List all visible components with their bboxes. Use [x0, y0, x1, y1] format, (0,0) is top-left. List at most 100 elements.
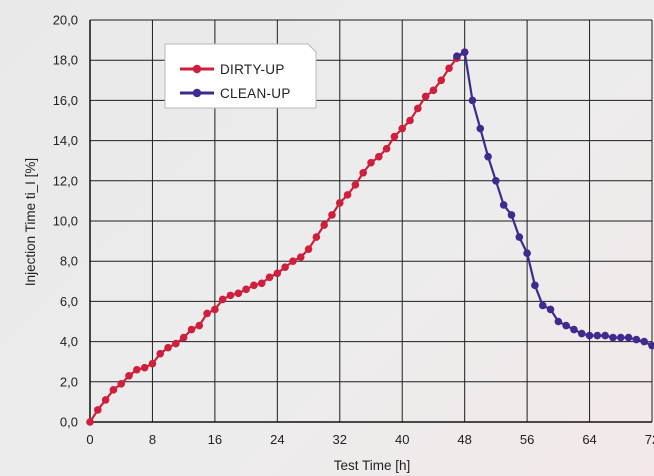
data-point-clean-up	[531, 281, 539, 290]
data-point-dirty-up	[406, 116, 414, 125]
data-point-clean-up	[523, 249, 531, 257]
data-point-dirty-up	[382, 144, 391, 153]
data-point-dirty-up	[242, 285, 250, 294]
data-point-clean-up	[640, 337, 648, 346]
y-axis-title: Injection Time ti_I [%]	[23, 158, 38, 286]
data-point-clean-up	[492, 177, 500, 185]
data-point-dirty-up	[351, 181, 360, 189]
axes	[89, 20, 652, 423]
data-point-dirty-up	[94, 406, 102, 414]
y-tick-label: 10,0	[53, 214, 78, 229]
data-point-clean-up	[632, 335, 641, 344]
data-point-dirty-up	[437, 76, 446, 85]
x-tick-label: 32	[333, 432, 347, 447]
data-point-dirty-up	[359, 168, 367, 177]
data-point-dirty-up	[328, 211, 336, 219]
legend: DIRTY-UP CLEAN-UP	[164, 43, 317, 109]
data-point-clean-up	[562, 321, 570, 330]
data-point-dirty-up	[179, 333, 188, 342]
data-point-dirty-up	[367, 158, 375, 167]
data-point-dirty-up	[156, 349, 165, 358]
series-layer	[86, 48, 654, 426]
data-point-clean-up	[624, 333, 633, 342]
y-tick-label: 2,0	[60, 374, 78, 389]
data-point-dirty-up	[101, 396, 110, 404]
data-point-clean-up	[585, 331, 594, 340]
data-point-dirty-up	[187, 325, 196, 334]
x-tick-label: 64	[582, 432, 596, 447]
data-point-dirty-up	[86, 418, 94, 426]
data-point-dirty-up	[445, 64, 453, 73]
legend-label-clean-up: CLEAN-UP	[220, 86, 291, 101]
x-tick-label: 48	[457, 432, 471, 447]
data-point-dirty-up	[234, 289, 243, 298]
data-point-clean-up	[453, 52, 461, 60]
legend-marker-clean-up	[192, 88, 202, 98]
data-point-dirty-up	[421, 92, 430, 101]
data-point-clean-up	[484, 152, 492, 161]
y-tick-label: 12,0	[53, 173, 78, 188]
data-point-dirty-up	[312, 233, 321, 241]
data-point-dirty-up	[273, 269, 282, 278]
x-tick-label: 72	[645, 432, 654, 447]
data-point-dirty-up	[265, 273, 274, 282]
data-point-dirty-up	[390, 132, 399, 141]
y-tick-label: 6,0	[60, 294, 78, 309]
data-point-clean-up	[515, 233, 524, 241]
data-point-clean-up	[554, 317, 563, 326]
x-tick-labels: 0 8 16 24 32 40 48 56 64 72	[86, 432, 654, 447]
y-tick-label: 18,0	[53, 53, 78, 68]
x-tick-label: 40	[395, 432, 409, 447]
data-point-dirty-up	[320, 221, 328, 229]
data-point-dirty-up	[164, 343, 172, 352]
data-point-clean-up	[570, 325, 578, 334]
data-point-dirty-up	[375, 152, 383, 161]
data-point-dirty-up	[281, 263, 289, 272]
x-tick-label: 16	[208, 432, 222, 447]
data-point-dirty-up	[117, 380, 126, 388]
data-point-clean-up	[538, 301, 547, 310]
data-point-dirty-up	[304, 245, 313, 253]
data-point-clean-up	[499, 201, 508, 209]
data-point-clean-up	[468, 96, 477, 105]
data-point-dirty-up	[203, 309, 211, 318]
data-point-clean-up	[460, 48, 469, 56]
data-point-dirty-up	[398, 124, 407, 133]
data-point-dirty-up	[335, 199, 344, 207]
data-point-dirty-up	[257, 279, 266, 288]
data-point-dirty-up	[148, 359, 157, 368]
data-point-clean-up	[601, 331, 609, 340]
data-point-dirty-up	[218, 295, 227, 304]
data-point-clean-up	[609, 333, 617, 342]
y-tick-label: 20,0	[53, 13, 78, 28]
data-point-dirty-up	[140, 363, 149, 372]
data-point-dirty-up	[429, 86, 438, 95]
data-point-dirty-up	[289, 257, 297, 266]
data-point-dirty-up	[125, 371, 133, 380]
y-tick-label: 16,0	[53, 93, 78, 108]
data-point-clean-up	[593, 331, 602, 340]
data-point-dirty-up	[343, 191, 352, 199]
x-axis-title: Test Time [h]	[334, 458, 411, 473]
data-point-dirty-up	[226, 291, 235, 300]
y-tick-label: 0,0	[60, 415, 78, 430]
data-point-clean-up	[476, 124, 485, 133]
data-point-dirty-up	[109, 386, 118, 394]
data-point-dirty-up	[211, 305, 219, 314]
data-point-dirty-up	[133, 365, 141, 374]
data-point-clean-up	[507, 211, 516, 219]
data-point-dirty-up	[195, 321, 204, 330]
data-point-clean-up	[546, 305, 555, 314]
data-point-dirty-up	[414, 104, 422, 113]
data-point-clean-up	[648, 341, 654, 350]
y-tick-label: 4,0	[60, 334, 78, 349]
legend-marker-dirty-up	[192, 64, 202, 74]
x-tick-label: 0	[86, 432, 93, 447]
y-tick-label: 14,0	[53, 133, 78, 148]
data-point-clean-up	[616, 333, 625, 342]
data-point-dirty-up	[172, 339, 180, 348]
x-tick-label: 24	[270, 432, 284, 447]
legend-label-dirty-up: DIRTY-UP	[220, 62, 285, 77]
y-tick-label: 8,0	[60, 254, 78, 269]
